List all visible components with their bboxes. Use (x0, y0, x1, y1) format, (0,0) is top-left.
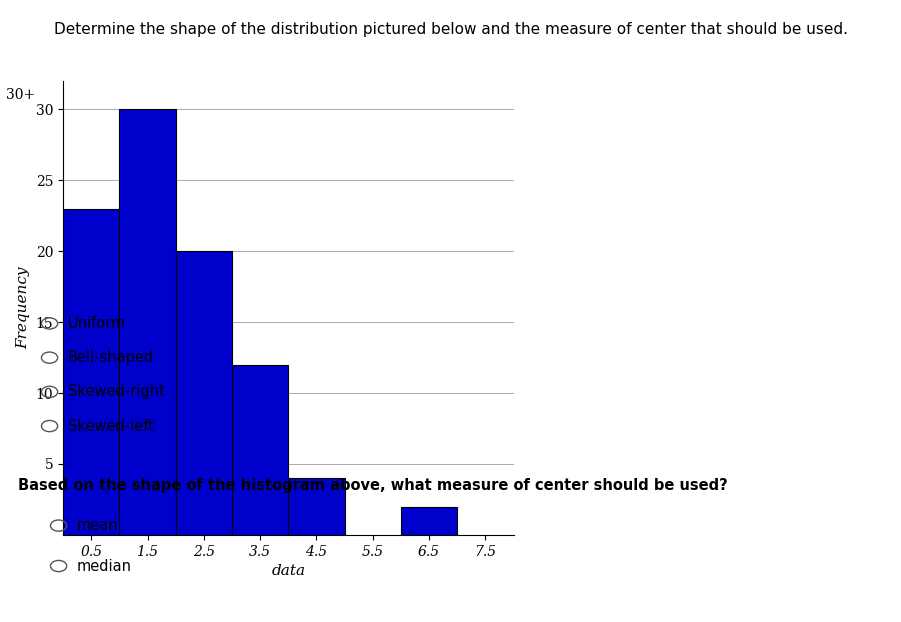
Text: Uniform: Uniform (68, 316, 126, 331)
Bar (120, 109, 176, 535)
Text: Determine the shape of the distribution pictured below and the measure of center: Determine the shape of the distribution … (53, 22, 848, 37)
X-axis label: data: data (271, 564, 305, 578)
Bar (288, 478, 345, 535)
Bar (63, 208, 120, 535)
Text: Bell-shaped: Bell-shaped (68, 350, 154, 365)
Text: Skewed-left: Skewed-left (68, 419, 153, 434)
Text: Skewed-right: Skewed-right (68, 384, 164, 399)
Y-axis label: Frequency: Frequency (16, 267, 30, 349)
Text: 30+: 30+ (5, 88, 35, 102)
Bar (232, 364, 288, 535)
Bar (176, 251, 232, 535)
Text: median: median (77, 559, 132, 573)
Text: mean: mean (77, 518, 118, 533)
Bar (401, 506, 458, 535)
Text: Based on the shape of the histogram above, what measure of center should be used: Based on the shape of the histogram abov… (18, 478, 728, 493)
